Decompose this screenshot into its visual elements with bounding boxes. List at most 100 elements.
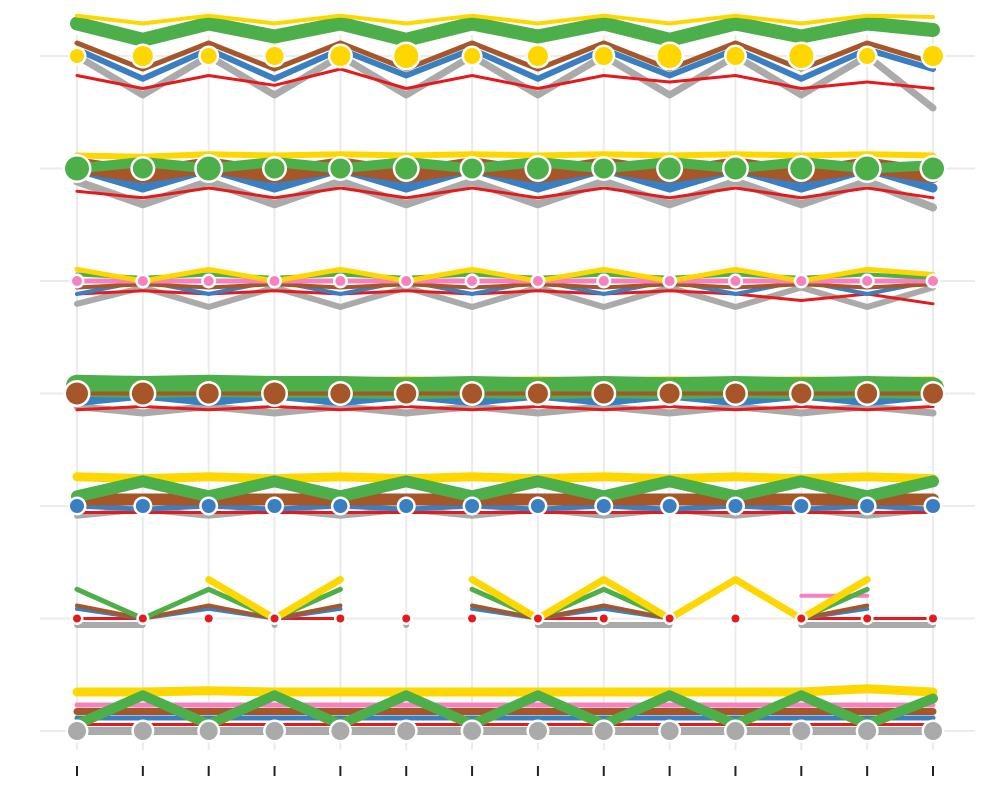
data-point-gray xyxy=(858,722,877,740)
series-yellow-line xyxy=(74,151,936,160)
data-point-blue xyxy=(465,499,480,513)
data-point-brown xyxy=(198,383,219,404)
data-point-red xyxy=(731,614,740,623)
row-group xyxy=(74,266,936,310)
row-group xyxy=(71,472,939,519)
data-point-yellow xyxy=(789,44,814,68)
series-blue-line xyxy=(74,503,936,512)
data-point-green xyxy=(264,158,285,179)
data-point-gray xyxy=(924,722,942,740)
row-group xyxy=(70,13,940,112)
data-point-green xyxy=(593,158,614,179)
data-point-yellow xyxy=(726,47,745,65)
data-point-yellow xyxy=(200,48,217,64)
data-point-brown xyxy=(593,383,614,404)
data-point-gray xyxy=(594,722,613,740)
data-point-red xyxy=(468,614,477,623)
data-point-green xyxy=(724,157,747,180)
data-point-brown xyxy=(330,383,351,404)
data-point-red xyxy=(402,614,411,623)
data-point-gray xyxy=(660,722,679,740)
data-point-yellow xyxy=(265,47,284,65)
data-point-blue xyxy=(530,499,545,513)
data-point-pink xyxy=(664,276,675,286)
data-point-pink xyxy=(598,276,609,286)
data-point-green xyxy=(526,157,549,180)
series-yellow-line xyxy=(75,13,935,26)
series-brown-line xyxy=(75,282,935,290)
data-point-blue xyxy=(267,499,282,513)
series-yellow-line xyxy=(74,266,936,284)
series-gray-line xyxy=(74,284,936,310)
data-point-brown xyxy=(791,383,812,404)
data-point-red xyxy=(270,614,279,623)
data-point-brown xyxy=(725,383,746,404)
data-point-yellow xyxy=(657,44,682,68)
data-point-blue xyxy=(333,499,348,513)
data-point-green xyxy=(790,157,813,180)
data-point-gray xyxy=(463,722,482,740)
data-point-gray xyxy=(133,722,152,740)
data-point-gray xyxy=(397,722,416,740)
series-gray-line xyxy=(73,403,937,417)
series-gray-line xyxy=(73,52,937,112)
data-point-gray xyxy=(199,722,218,740)
data-point-blue xyxy=(926,499,940,513)
data-point-pink xyxy=(862,276,873,286)
data-point-pink xyxy=(72,276,82,286)
data-point-green xyxy=(658,157,681,180)
data-point-green xyxy=(65,156,89,181)
series-layer xyxy=(66,13,944,735)
data-point-blue xyxy=(662,499,677,513)
data-point-red xyxy=(204,614,213,623)
data-point-gray xyxy=(265,722,284,740)
data-point-yellow xyxy=(527,46,548,66)
data-point-pink xyxy=(137,276,148,286)
data-point-brown xyxy=(131,382,154,405)
series-brown-line xyxy=(75,603,343,621)
data-point-brown xyxy=(527,383,548,404)
data-point-red xyxy=(797,614,806,623)
series-red-line xyxy=(75,405,935,412)
data-point-blue xyxy=(399,499,414,513)
series-green-line xyxy=(72,690,938,730)
data-point-green xyxy=(395,157,418,180)
data-point-blue xyxy=(135,499,150,513)
data-point-green xyxy=(196,156,221,181)
series-blue-line xyxy=(74,46,936,82)
data-point-pink xyxy=(467,276,478,286)
data-point-green xyxy=(330,158,351,179)
data-point-gray xyxy=(68,722,86,740)
data-point-red xyxy=(665,614,674,623)
data-point-green xyxy=(855,156,880,181)
data-point-yellow xyxy=(464,48,481,64)
series-green-line xyxy=(70,16,940,47)
series-green-line xyxy=(71,475,939,503)
data-point-pink xyxy=(401,276,412,286)
data-point-brown xyxy=(659,383,680,404)
data-point-green xyxy=(922,157,944,180)
data-point-green xyxy=(462,158,483,179)
data-point-gray xyxy=(726,722,745,740)
data-point-yellow xyxy=(394,44,419,68)
data-point-red xyxy=(863,614,872,623)
data-point-pink xyxy=(269,276,280,286)
data-point-pink xyxy=(335,276,346,286)
data-point-brown xyxy=(462,383,483,404)
series-green-line xyxy=(469,586,673,621)
marker-layer xyxy=(62,41,947,743)
series-red-line xyxy=(75,186,935,200)
data-point-yellow xyxy=(859,48,876,64)
axis-layer xyxy=(76,766,934,776)
series-red-line xyxy=(75,67,935,90)
data-point-yellow xyxy=(594,47,613,65)
data-point-red xyxy=(336,614,345,623)
data-point-red xyxy=(929,614,937,623)
series-yellow-line xyxy=(72,684,938,697)
data-point-blue xyxy=(860,499,875,513)
data-point-green xyxy=(132,158,153,179)
data-point-pink xyxy=(203,276,214,286)
data-point-pink xyxy=(730,276,741,286)
data-point-blue xyxy=(596,499,611,513)
